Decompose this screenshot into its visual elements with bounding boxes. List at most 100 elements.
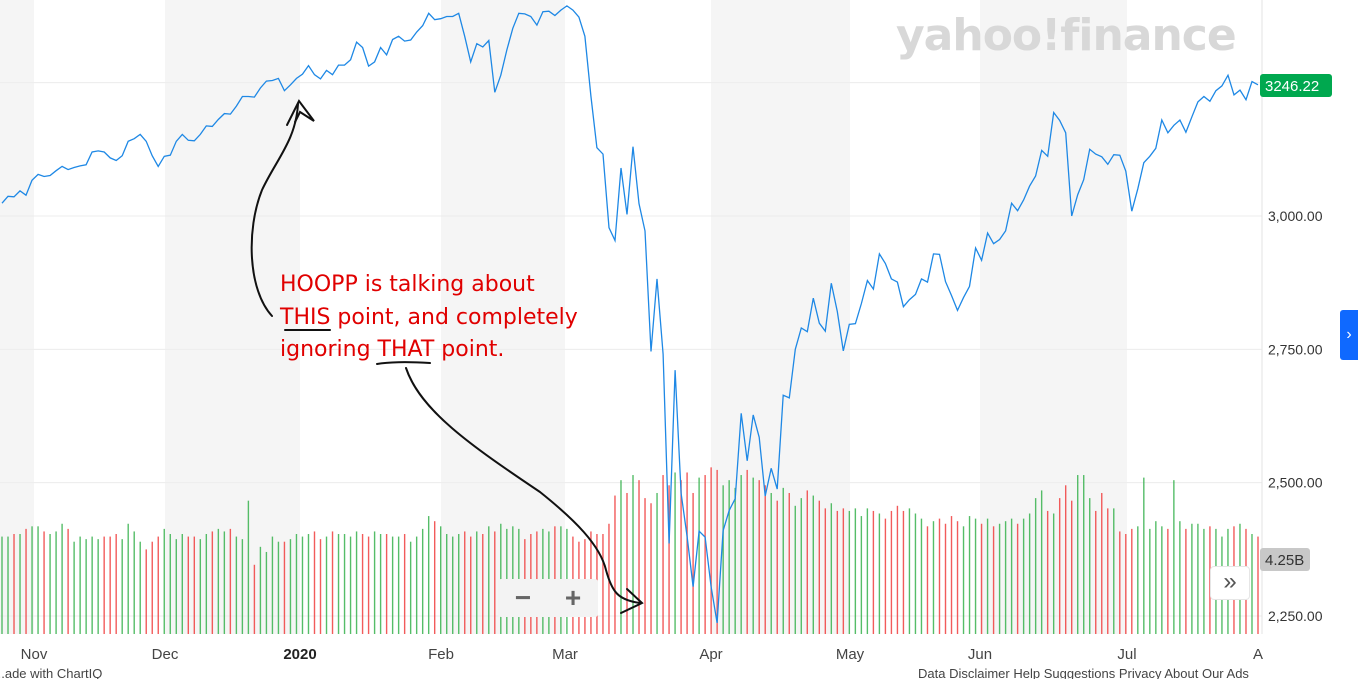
volume-bar [223,531,226,634]
volume-bar [638,480,640,634]
volume-bar [1119,531,1121,634]
volume-bar [644,498,646,634]
volume-bar [938,518,941,634]
volume-bar [956,521,959,634]
volume-bar [1034,498,1037,634]
volume-bar [986,518,989,634]
volume-bar [1089,498,1091,634]
volume-bar [1173,480,1175,634]
this-point-arrowhead [286,99,315,126]
volume-bar [962,526,965,634]
volume-bar [494,531,496,634]
annotation-line-3-rest: point. [434,337,504,362]
volume-bar [1058,498,1061,634]
volume-bar [1137,526,1139,634]
volume-bar [1143,477,1145,634]
volume-bar [458,534,460,634]
volume-bar [926,526,929,634]
volume-bar [1028,513,1031,634]
volume-bar [283,541,286,634]
volume-bar [932,521,935,634]
volume-bar [217,528,220,634]
volume-bar [1101,492,1103,634]
volume-bar [668,485,670,634]
last-volume-value: 4.25B [1265,552,1304,569]
volume-bar [782,487,784,634]
time-tick-label: A [1253,646,1263,663]
last-volume-tag: 4.25B [1260,548,1310,571]
volume-bar [25,528,27,634]
volume-bar [313,531,316,634]
volume-bar [55,531,57,634]
volume-bar [860,516,863,634]
that-point-arrowhead [620,588,644,614]
annotation-arrows [250,99,644,614]
volume-bar [151,541,153,634]
volume-bar [103,536,105,634]
volume-bar [199,539,202,634]
volume-bar [470,536,472,634]
volume-bar [866,508,869,634]
volume-bar [43,531,45,634]
volume-bar [1167,528,1169,634]
volume-bar [806,490,808,634]
volume-bar [241,539,244,634]
volume-bar [1071,500,1073,634]
volume-bar [632,475,634,634]
volume-bar [812,495,814,634]
volume-bar [277,541,280,634]
volume-bar [1131,528,1133,634]
this-point-arrow [250,103,299,317]
volume-bar [61,523,63,634]
volume-bar [1083,475,1085,634]
volume-bar [614,495,616,634]
annotation-that-word: THAT [377,337,435,362]
zoom-in-button[interactable]: + [564,582,582,613]
volume-bar [1257,536,1259,634]
volume-bar [908,508,911,634]
volume-bar [1125,534,1127,634]
zoom-out-button[interactable]: − [514,582,532,613]
volume-bar [1191,523,1193,634]
volume-bar [980,523,983,634]
price-tick-label: 3,000.00 [1268,208,1323,224]
volume-bar [1022,518,1025,634]
volume-bar [1052,513,1055,634]
annotation-line-2: THIS point, and completely [279,305,578,330]
volume-bar [1197,523,1199,634]
volume-bar [752,477,754,634]
volume-bar [187,536,189,634]
volume-bar [974,518,977,634]
volume-bar [770,492,772,634]
volume-bar [710,467,712,634]
volume-bar [1251,534,1253,634]
volume-bar [7,536,9,634]
last-price-value: 3246.22 [1265,78,1319,95]
volume-bar [818,500,821,634]
volume-bar [1107,508,1109,634]
volume-bar [758,480,760,634]
volume-bar [67,528,69,634]
volume-bar [181,534,183,634]
volume-bar [319,539,322,634]
volume-bar [740,475,742,634]
volume-bar [1179,521,1181,634]
volume-bar [914,513,917,634]
time-tick-label: 2020 [283,646,316,663]
volume-bar [409,541,412,634]
volume-bar [482,534,484,634]
volume-bar [1161,526,1163,634]
side-panel-toggle[interactable]: › [1340,310,1358,360]
volume-bar [602,534,604,634]
volume-bar [722,485,724,634]
footer-links[interactable]: Data Disclaimer Help Suggestions Privacy… [918,668,1249,679]
volume-bar [1149,528,1151,634]
volume-bar [674,472,676,634]
volume-bar [1203,528,1205,634]
expand-chart-button[interactable]: » [1210,566,1250,600]
volume-bar [1016,523,1019,634]
volume-bar [19,534,21,634]
volume-bar [79,536,81,634]
volume-bar [836,510,839,634]
